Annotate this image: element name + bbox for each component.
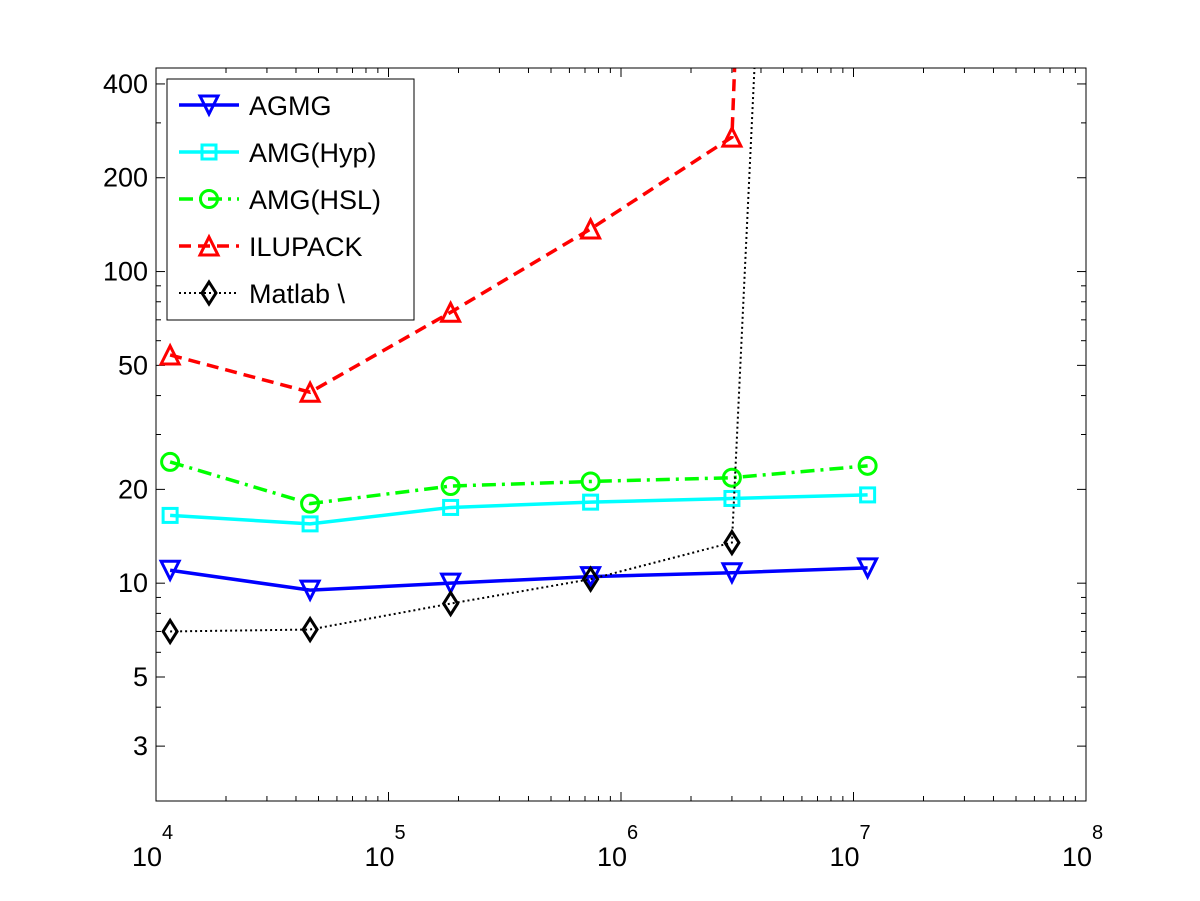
- legend-item: ILUPACK: [179, 232, 363, 262]
- marker-diamond: [441, 589, 460, 618]
- y-tick-label: 10: [118, 568, 148, 598]
- marker-square: [161, 506, 179, 524]
- marker-triangle-up: [439, 299, 463, 323]
- marker-triangle-down: [298, 579, 322, 603]
- marker-triangle-up: [197, 233, 221, 257]
- marker-diamond: [200, 279, 218, 307]
- x-tick-exponent: 7: [860, 822, 871, 844]
- marker-circle: [721, 467, 742, 488]
- marker-square: [582, 493, 600, 511]
- marker-diamond: [723, 528, 741, 557]
- legend-item: AGMG: [179, 91, 332, 121]
- legend-label: AMG(HSL): [249, 185, 381, 215]
- y-tick-label: 20: [118, 474, 148, 504]
- x-tick-label: 10: [365, 842, 395, 872]
- marker-triangle-up: [720, 124, 744, 148]
- marker-diamond: [581, 565, 600, 593]
- legend-item: AMG(Hyp): [179, 138, 377, 168]
- marker-triangle-down: [720, 562, 744, 586]
- series-matlab: [161, 68, 756, 646]
- legend-label: AMG(Hyp): [249, 138, 377, 168]
- x-tick-label: 10: [1062, 842, 1092, 872]
- x-tick-exponent: 8: [1092, 822, 1103, 844]
- x-tick-label: 10: [830, 842, 860, 872]
- x-tick-exponent: 6: [627, 822, 638, 844]
- plot-frame: [155, 67, 1087, 802]
- y-tick-label: 100: [103, 257, 148, 287]
- marker-diamond: [161, 617, 179, 646]
- y-tick-label: 3: [133, 731, 148, 761]
- minor-ticks: [156, 68, 1086, 802]
- series-amg-hyp: [161, 486, 877, 533]
- marker-triangle-up: [298, 379, 322, 403]
- y-tick-label: 50: [118, 350, 148, 380]
- y-tick-label: 5: [133, 662, 148, 692]
- marker-triangle-down: [439, 572, 463, 596]
- y-tick-labels: 3 5 10 20 50 100 200 400: [103, 69, 148, 761]
- series-line: [169, 566, 868, 592]
- series-line: [169, 68, 737, 395]
- series-line: [170, 493, 868, 526]
- marker-triangle-down: [158, 559, 182, 583]
- marker-triangle-down: [197, 94, 221, 118]
- x-tick-label: 10: [597, 842, 627, 872]
- legend-item: Matlab \: [179, 279, 346, 309]
- marker-square: [301, 515, 319, 533]
- marker-square: [859, 486, 877, 504]
- marker-square: [200, 143, 218, 161]
- series-amg-hsl: [160, 451, 878, 514]
- marker-diamond: [301, 615, 319, 644]
- marker-circle: [199, 189, 219, 209]
- series-line: [170, 68, 756, 633]
- marker-square: [723, 489, 741, 507]
- legend-label: Matlab \: [249, 279, 346, 309]
- x-tick-label: 10: [132, 842, 162, 872]
- y-tick-label: 400: [103, 69, 148, 99]
- marker-triangle-up: [579, 216, 603, 240]
- marker-circle: [300, 493, 321, 514]
- legend-item: AMG(HSL): [179, 185, 381, 215]
- marker-triangle-down: [856, 557, 880, 581]
- marker-square: [442, 498, 460, 516]
- legend: AGMG AMG(Hyp) AMG(HSL) ILUPACK Matlab \: [166, 78, 415, 321]
- x-tick-exponent: 5: [395, 822, 406, 844]
- marker-circle: [857, 455, 878, 476]
- series-line: [169, 460, 868, 506]
- series-layer: [158, 68, 880, 646]
- marker-circle: [440, 476, 461, 497]
- marker-circle: [580, 471, 601, 492]
- marker-triangle-up: [158, 342, 182, 366]
- legend-label: ILUPACK: [249, 232, 363, 262]
- series-ilupack: [158, 68, 744, 403]
- y-tick-label: 200: [103, 163, 148, 193]
- legend-label: AGMG: [249, 91, 332, 121]
- x-tick-exponent: 4: [162, 822, 173, 844]
- marker-circle: [160, 451, 181, 472]
